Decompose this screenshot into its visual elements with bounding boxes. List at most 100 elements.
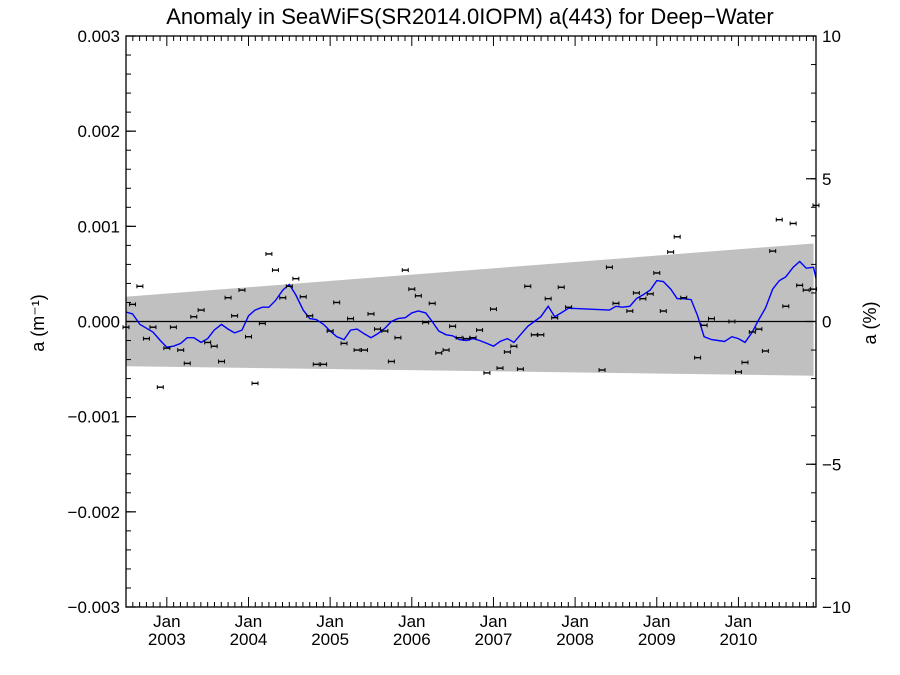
data-point	[353, 348, 361, 353]
data-point	[544, 296, 552, 301]
y-tick-label-right: 10	[822, 27, 841, 46]
data-point	[265, 251, 273, 256]
data-point	[802, 288, 810, 293]
data-point	[612, 301, 620, 306]
x-tick-label-month: Jan	[725, 612, 752, 631]
x-tick-label-year: 2009	[638, 630, 676, 649]
data-point	[761, 349, 769, 354]
data-point	[728, 319, 736, 324]
data-point	[598, 368, 606, 373]
data-point	[789, 221, 797, 226]
data-point	[537, 332, 545, 337]
data-point	[646, 291, 654, 296]
data-point	[782, 304, 790, 309]
data-point	[639, 296, 647, 301]
data-point	[748, 329, 756, 334]
data-point	[326, 329, 334, 334]
data-point	[360, 348, 368, 353]
data-point	[285, 284, 293, 289]
data-point	[279, 295, 287, 300]
data-point	[244, 334, 252, 339]
x-tick-label-year: 2008	[556, 630, 594, 649]
data-point	[442, 348, 450, 353]
data-point	[496, 366, 504, 371]
data-point	[142, 336, 150, 341]
data-point	[238, 288, 246, 293]
data-point	[320, 362, 328, 367]
x-tick-label-year: 2006	[393, 630, 431, 649]
data-point	[530, 332, 538, 337]
data-point	[258, 321, 266, 326]
uncertainty-envelope	[126, 243, 814, 376]
data-point	[197, 308, 205, 313]
data-point	[306, 313, 314, 318]
y-tick-label-left: 0.002	[77, 122, 120, 141]
y-tick-label-left: 0.003	[77, 27, 120, 46]
x-tick-label-year: 2004	[230, 630, 268, 649]
data-point	[659, 309, 667, 314]
data-point	[408, 287, 416, 292]
data-point	[218, 359, 226, 364]
data-point	[367, 311, 375, 316]
y-tick-label-left: 0.000	[77, 313, 120, 332]
x-tick-label-month: Jan	[480, 612, 507, 631]
x-tick-label-year: 2003	[148, 630, 186, 649]
x-tick-label-year: 2007	[475, 630, 513, 649]
x-tick-label-month: Jan	[316, 612, 343, 631]
data-point	[414, 293, 422, 298]
data-point	[224, 295, 232, 300]
data-point	[449, 324, 457, 329]
x-tick-label-year: 2010	[720, 630, 758, 649]
data-point	[231, 313, 239, 318]
data-point	[401, 268, 409, 273]
data-point	[347, 316, 355, 321]
data-point	[251, 381, 259, 386]
data-point	[177, 348, 185, 353]
data-point	[292, 276, 300, 281]
data-point	[769, 249, 777, 254]
data-point	[210, 344, 218, 349]
data-point	[422, 320, 430, 325]
data-point	[524, 284, 532, 289]
data-point	[694, 355, 702, 360]
data-point	[129, 302, 137, 307]
data-point	[163, 346, 171, 351]
x-tick-label-month: Jan	[398, 612, 425, 631]
x-tick-label-month: Jan	[153, 612, 180, 631]
data-point	[557, 285, 565, 290]
data-point	[476, 328, 484, 333]
y-tick-label-left: 0.001	[77, 217, 120, 236]
data-point	[483, 370, 491, 375]
y-tick-label-left: −0.003	[68, 598, 120, 617]
data-point	[469, 335, 477, 340]
data-point	[136, 284, 144, 289]
data-point	[428, 301, 436, 306]
data-point	[489, 307, 497, 312]
data-point	[387, 359, 395, 364]
data-point	[463, 336, 471, 341]
data-point	[755, 327, 763, 332]
y-axis-label-left: a (m⁻¹)	[28, 294, 48, 352]
x-tick-label-month: Jan	[235, 612, 262, 631]
data-point	[299, 294, 307, 299]
data-point	[503, 349, 511, 354]
y-tick-label-right: −10	[822, 598, 851, 617]
y-tick-label-right: 0	[822, 313, 831, 332]
data-point	[673, 234, 681, 239]
data-point	[775, 217, 783, 222]
data-point	[204, 340, 212, 345]
data-point	[394, 335, 402, 340]
data-point	[190, 314, 198, 319]
x-tick-label-month: Jan	[561, 612, 588, 631]
data-point	[680, 295, 688, 300]
data-point	[374, 327, 382, 332]
data-point	[516, 367, 524, 372]
chart-title: Anomaly in SeaWiFS(SR2014.0IOPM) a(443) …	[166, 4, 773, 29]
data-point	[156, 385, 164, 390]
data-point	[700, 323, 708, 328]
x-tick-label-year: 2005	[311, 630, 349, 649]
y-tick-label-left: −0.002	[68, 503, 120, 522]
plot-area	[122, 203, 820, 390]
data-point	[707, 316, 715, 321]
